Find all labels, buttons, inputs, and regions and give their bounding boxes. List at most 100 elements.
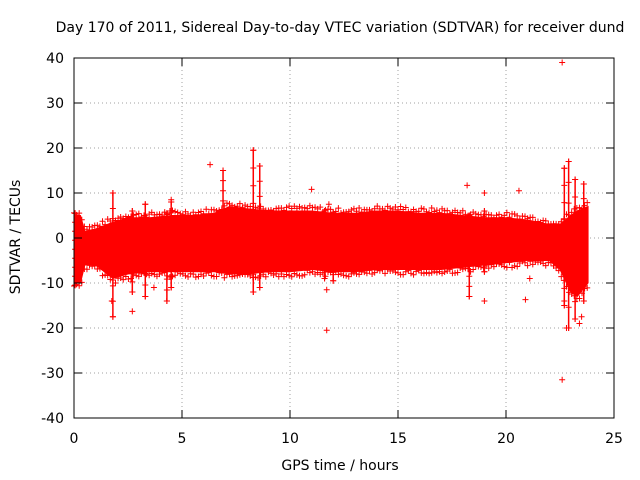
- y-tick-label: -30: [41, 366, 64, 382]
- y-tick-label: -10: [41, 276, 64, 292]
- data-outlier: [323, 286, 330, 293]
- data-point: [423, 269, 430, 276]
- data-point: [555, 267, 562, 274]
- data-point: [330, 218, 337, 225]
- data-point: [462, 211, 469, 218]
- data-point: [283, 204, 290, 211]
- data-point: [120, 276, 127, 283]
- data-point: [267, 206, 274, 213]
- data-point: [561, 216, 568, 223]
- data-point: [72, 255, 79, 262]
- data-outlier: [561, 298, 568, 304]
- data-point: [402, 204, 409, 211]
- data-point: [96, 223, 103, 230]
- data-point: [371, 205, 378, 212]
- data-point: [584, 284, 591, 291]
- data-point: [220, 177, 227, 184]
- data-point: [213, 273, 220, 280]
- data-point: [433, 269, 440, 276]
- data-point: [379, 205, 386, 212]
- data-point: [163, 221, 170, 228]
- data-point: [580, 268, 587, 275]
- data-point: [547, 259, 554, 266]
- data-point: [572, 246, 579, 253]
- data-outlier: [150, 284, 157, 291]
- data-point: [163, 298, 170, 304]
- data-point: [392, 269, 399, 276]
- data-point: [335, 271, 342, 278]
- data-point: [481, 245, 488, 252]
- data-point: [260, 271, 267, 278]
- data-point: [218, 269, 225, 276]
- data-point: [220, 248, 227, 255]
- data-point: [102, 221, 109, 228]
- data-point: [446, 266, 453, 273]
- data-point: [304, 205, 311, 212]
- data-point: [260, 206, 267, 213]
- data-point: [506, 259, 513, 266]
- data-point: [501, 263, 508, 270]
- data-point: [250, 164, 257, 171]
- data-point: [109, 313, 116, 320]
- data-point: [142, 258, 149, 265]
- data-point: [78, 216, 85, 223]
- data-point: [190, 271, 197, 278]
- data-point: [481, 223, 488, 230]
- data-point: [571, 205, 578, 212]
- data-point: [256, 284, 263, 291]
- data-point: [250, 218, 257, 225]
- data-point: [561, 233, 568, 240]
- data-point: [481, 215, 488, 222]
- data-point: [572, 228, 579, 235]
- data-point: [565, 304, 572, 311]
- data-point: [441, 268, 448, 275]
- data-point: [580, 239, 587, 246]
- data-point: [376, 267, 383, 274]
- data-point: [72, 246, 79, 253]
- data-point: [581, 202, 588, 209]
- data-point: [247, 203, 254, 210]
- data-point: [159, 212, 166, 219]
- data-point: [374, 203, 381, 210]
- data-outlier: [481, 298, 488, 304]
- data-point: [168, 252, 175, 259]
- data-point: [481, 208, 488, 214]
- data-point: [99, 272, 106, 279]
- data-outlier: [481, 190, 488, 196]
- data-point: [506, 214, 513, 221]
- data-point: [142, 270, 149, 277]
- data-point: [205, 269, 212, 276]
- data-point: [256, 269, 263, 276]
- data-point: [72, 264, 79, 271]
- data-point: [503, 209, 510, 216]
- data-point: [220, 197, 227, 204]
- data-point: [129, 258, 136, 265]
- data-point: [78, 279, 85, 286]
- data-point: [163, 254, 170, 261]
- data-point: [174, 209, 181, 216]
- data-point: [81, 223, 88, 230]
- data-point: [516, 216, 523, 223]
- data-point: [163, 232, 170, 239]
- data-point: [270, 271, 277, 278]
- data-outlier: [108, 298, 115, 304]
- data-point: [348, 270, 355, 277]
- data-outlier: [576, 320, 583, 327]
- data-point: [330, 260, 337, 267]
- data-point: [572, 211, 579, 218]
- data-point: [321, 267, 328, 274]
- data-point: [565, 158, 572, 165]
- data-point: [109, 282, 116, 289]
- data-point: [94, 222, 101, 229]
- data-point: [168, 220, 175, 227]
- data-point: [496, 261, 503, 268]
- data-point: [542, 217, 549, 224]
- data-point: [133, 211, 140, 218]
- data-point: [374, 267, 381, 274]
- data-outlier: [563, 325, 570, 331]
- data-point: [405, 267, 412, 274]
- data-point: [481, 238, 488, 245]
- x-tick-label: 0: [70, 431, 79, 447]
- data-point: [402, 268, 409, 275]
- data-series: [71, 59, 591, 383]
